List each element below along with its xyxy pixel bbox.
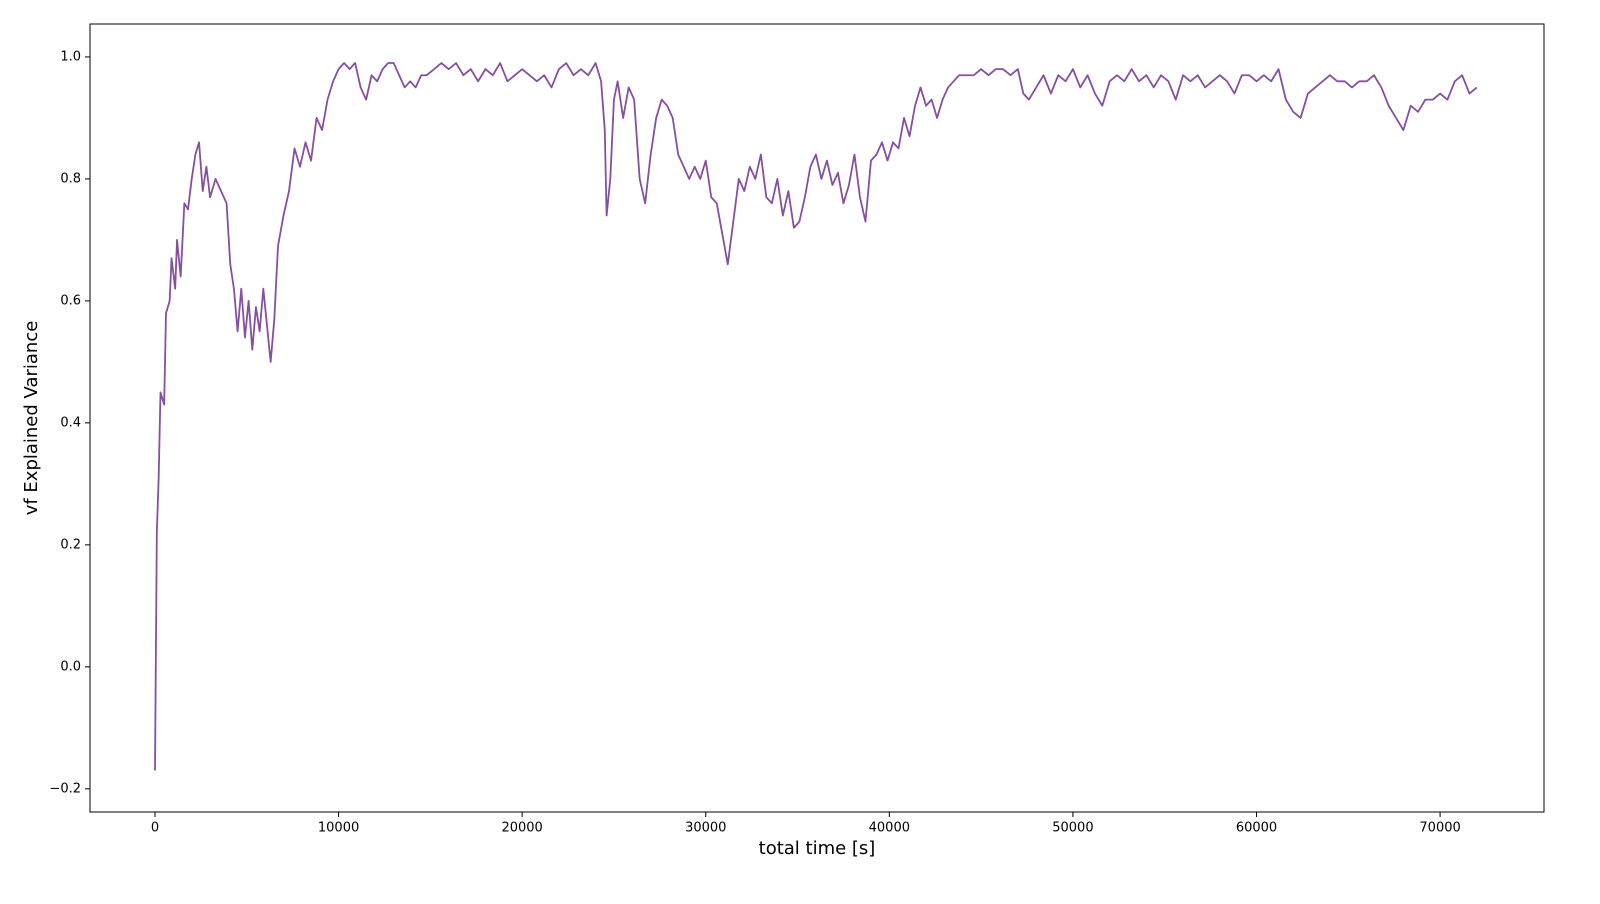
x-tick-label: 20000 — [501, 821, 542, 836]
y-tick-label: 0.4 — [60, 415, 81, 430]
x-tick-label: 70000 — [1419, 821, 1460, 836]
x-axis-label: total time [s] — [759, 838, 876, 859]
y-tick-label: 0.8 — [60, 171, 81, 186]
y-axis-label: vf Explained Variance — [21, 321, 42, 516]
y-tick-label: 0.6 — [60, 293, 81, 308]
y-tick-label: 0.2 — [60, 537, 81, 552]
x-tick-label: 30000 — [685, 821, 726, 836]
x-tick-label: 0 — [151, 821, 159, 836]
plot-frame — [89, 23, 1545, 813]
data-line — [154, 62, 1478, 771]
y-tick-label: 0.0 — [60, 659, 81, 674]
x-tick-label: 50000 — [1052, 821, 1093, 836]
x-tick-label: 10000 — [318, 821, 359, 836]
y-tick-label: 1.0 — [60, 49, 81, 64]
x-tick-label: 60000 — [1236, 821, 1277, 836]
y-tick-label: −0.2 — [49, 781, 81, 796]
x-tick-label: 40000 — [869, 821, 910, 836]
